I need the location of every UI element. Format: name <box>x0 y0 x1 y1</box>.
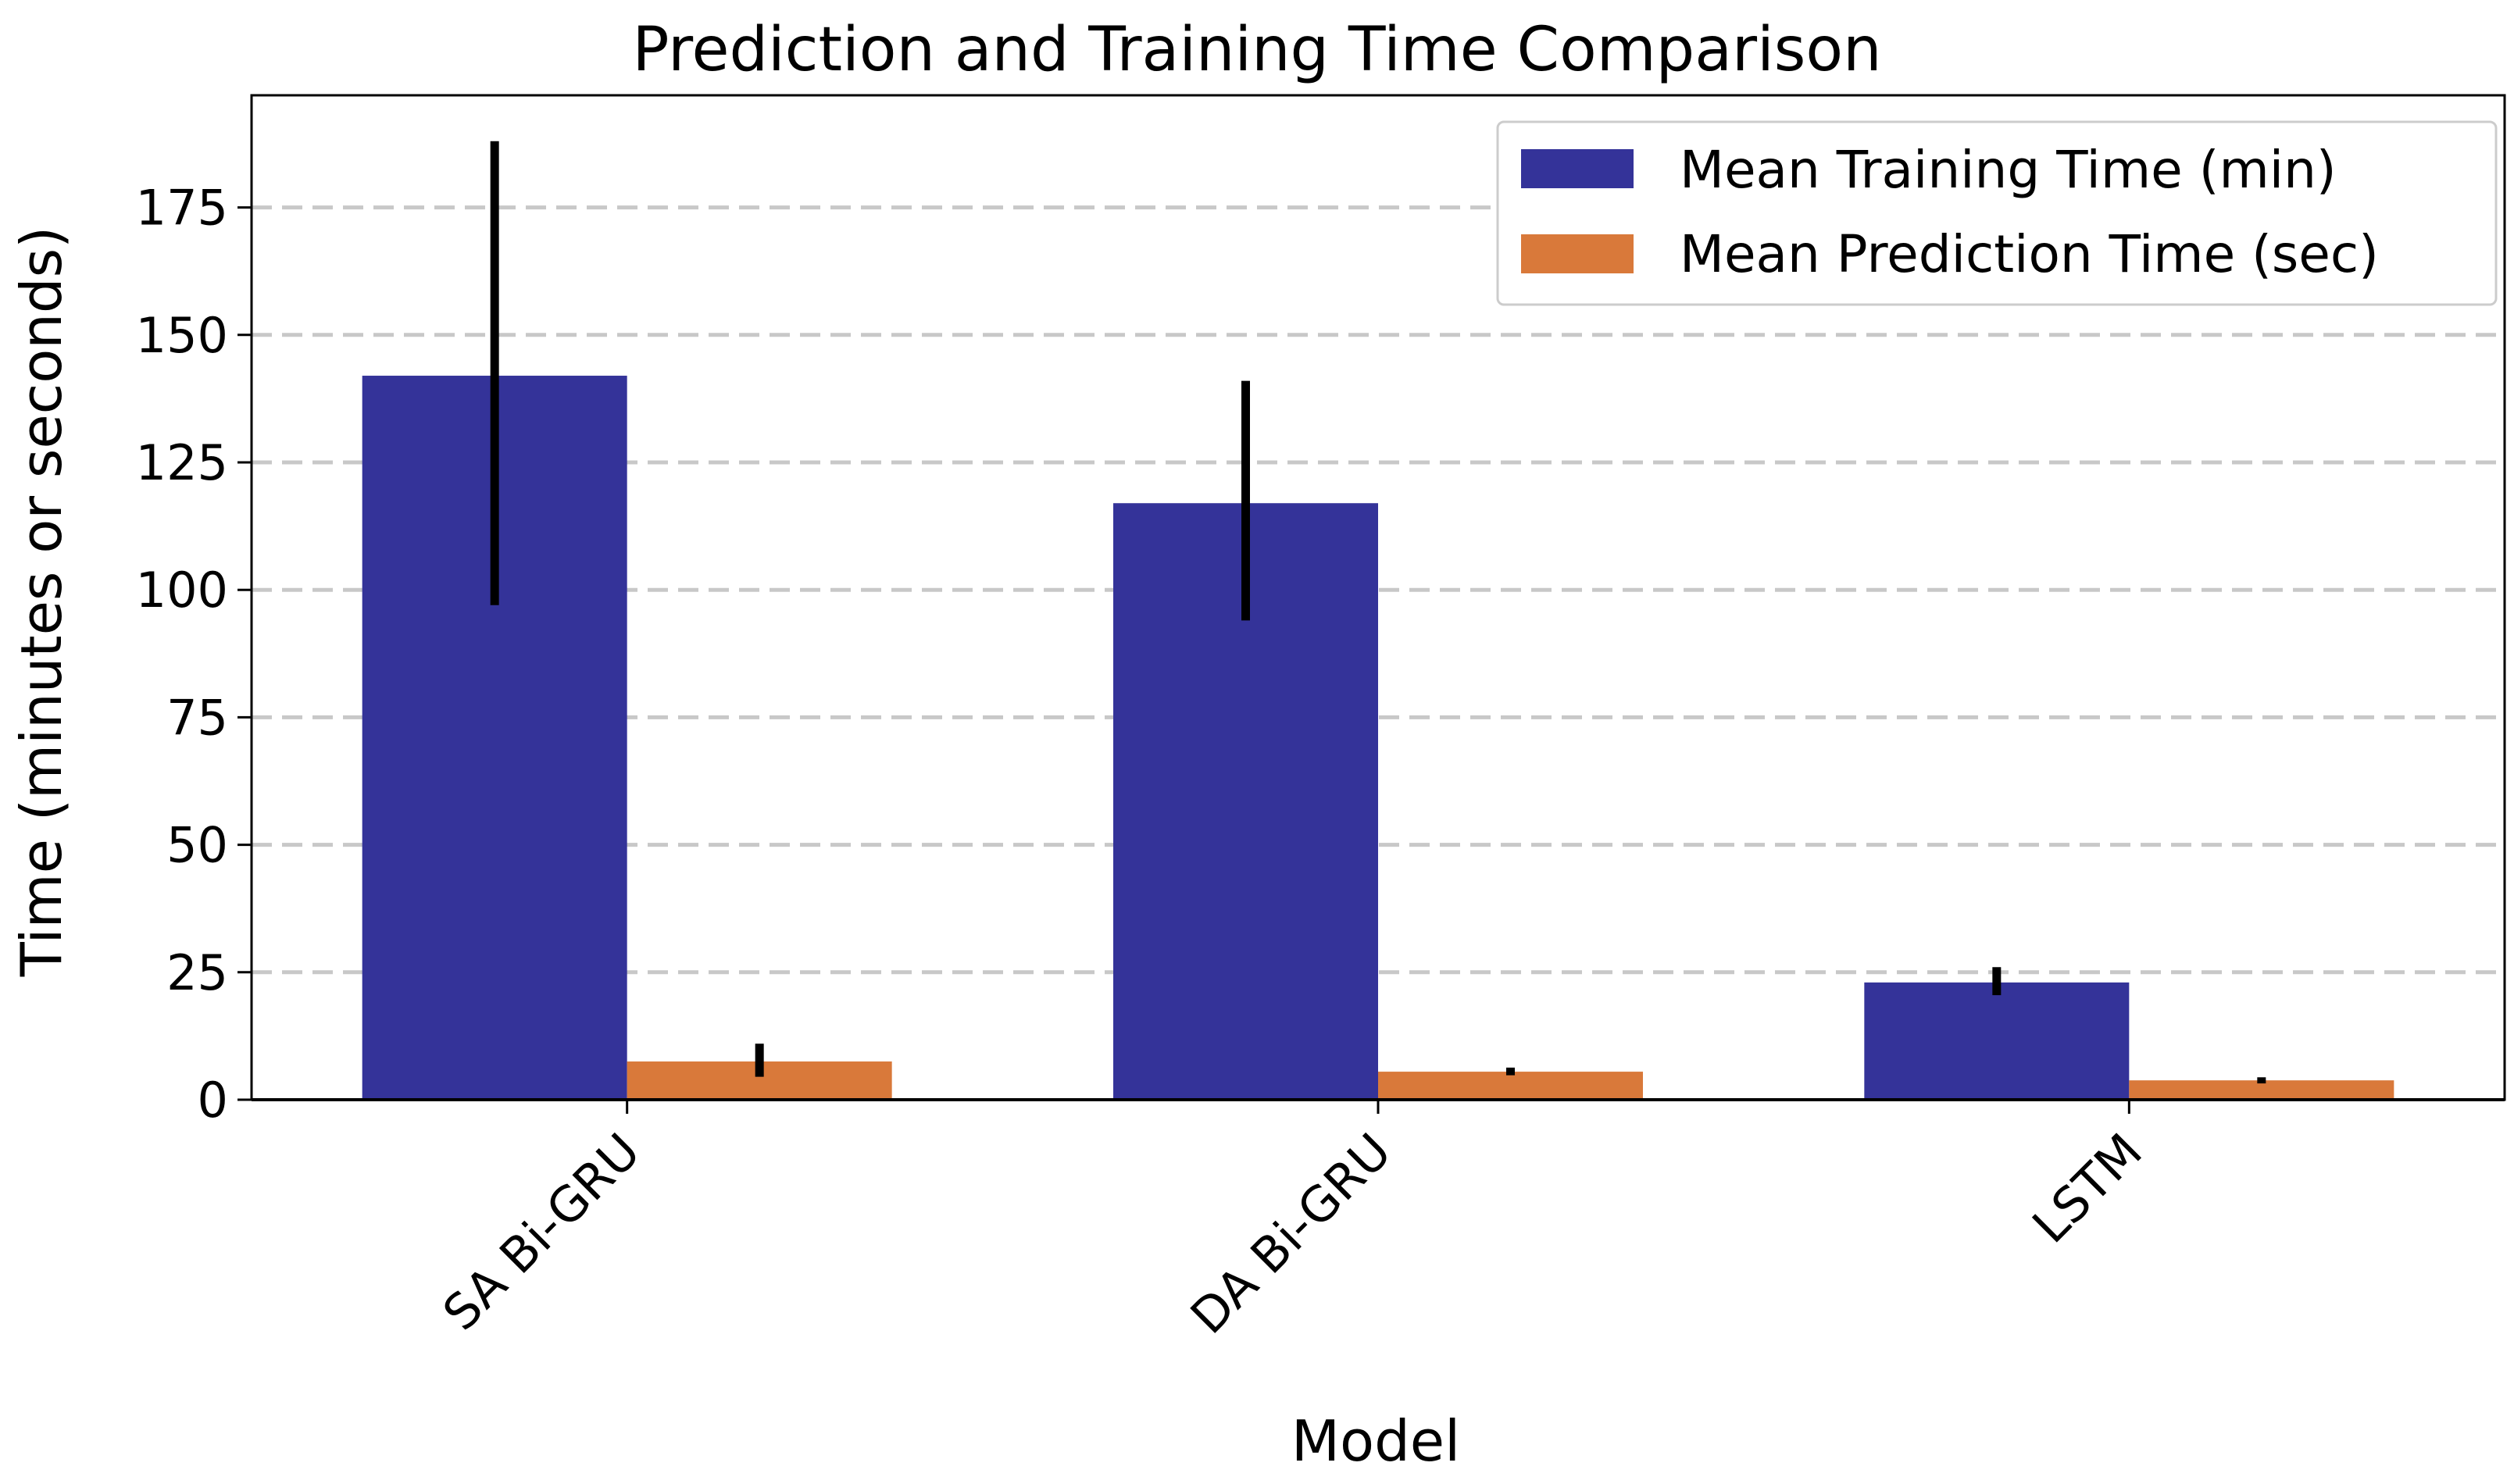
y-tick-label-50: 50 <box>166 817 228 874</box>
y-tick-label-150: 150 <box>136 307 228 364</box>
y-tick-label-100: 100 <box>136 562 228 619</box>
y-tick-label-175: 175 <box>136 180 228 237</box>
bar-0-2 <box>1864 982 2130 1100</box>
legend-swatch-prediction <box>1521 234 1634 273</box>
legend: Mean Training Time (min) Mean Prediction… <box>1496 120 2498 306</box>
bar-1-1 <box>1378 1072 1643 1100</box>
y-tick-label-25: 25 <box>166 944 228 1001</box>
grid-lines <box>252 205 2505 975</box>
x-axis-label: Model <box>1291 1408 1460 1474</box>
y-axis-ticks: 0 25 50 75 100 125 150 175 <box>136 180 252 1129</box>
y-tick-label-75: 75 <box>166 689 228 746</box>
legend-label-prediction: Mean Prediction Time (sec) <box>1680 224 2379 284</box>
y-axis-label: Time (minutes or seconds) <box>9 227 74 977</box>
y-tick-label-125: 125 <box>136 434 228 491</box>
legend-label-training: Mean Training Time (min) <box>1680 140 2337 200</box>
legend-frame <box>1496 120 2498 306</box>
chart-title: Prediction and Training Time Comparison <box>632 15 1881 85</box>
bar-1-2 <box>2129 1080 2394 1100</box>
bars <box>362 376 2394 1100</box>
error-bars <box>490 141 2266 1084</box>
legend-swatch-training <box>1521 149 1634 188</box>
y-tick-label-0: 0 <box>198 1072 228 1129</box>
